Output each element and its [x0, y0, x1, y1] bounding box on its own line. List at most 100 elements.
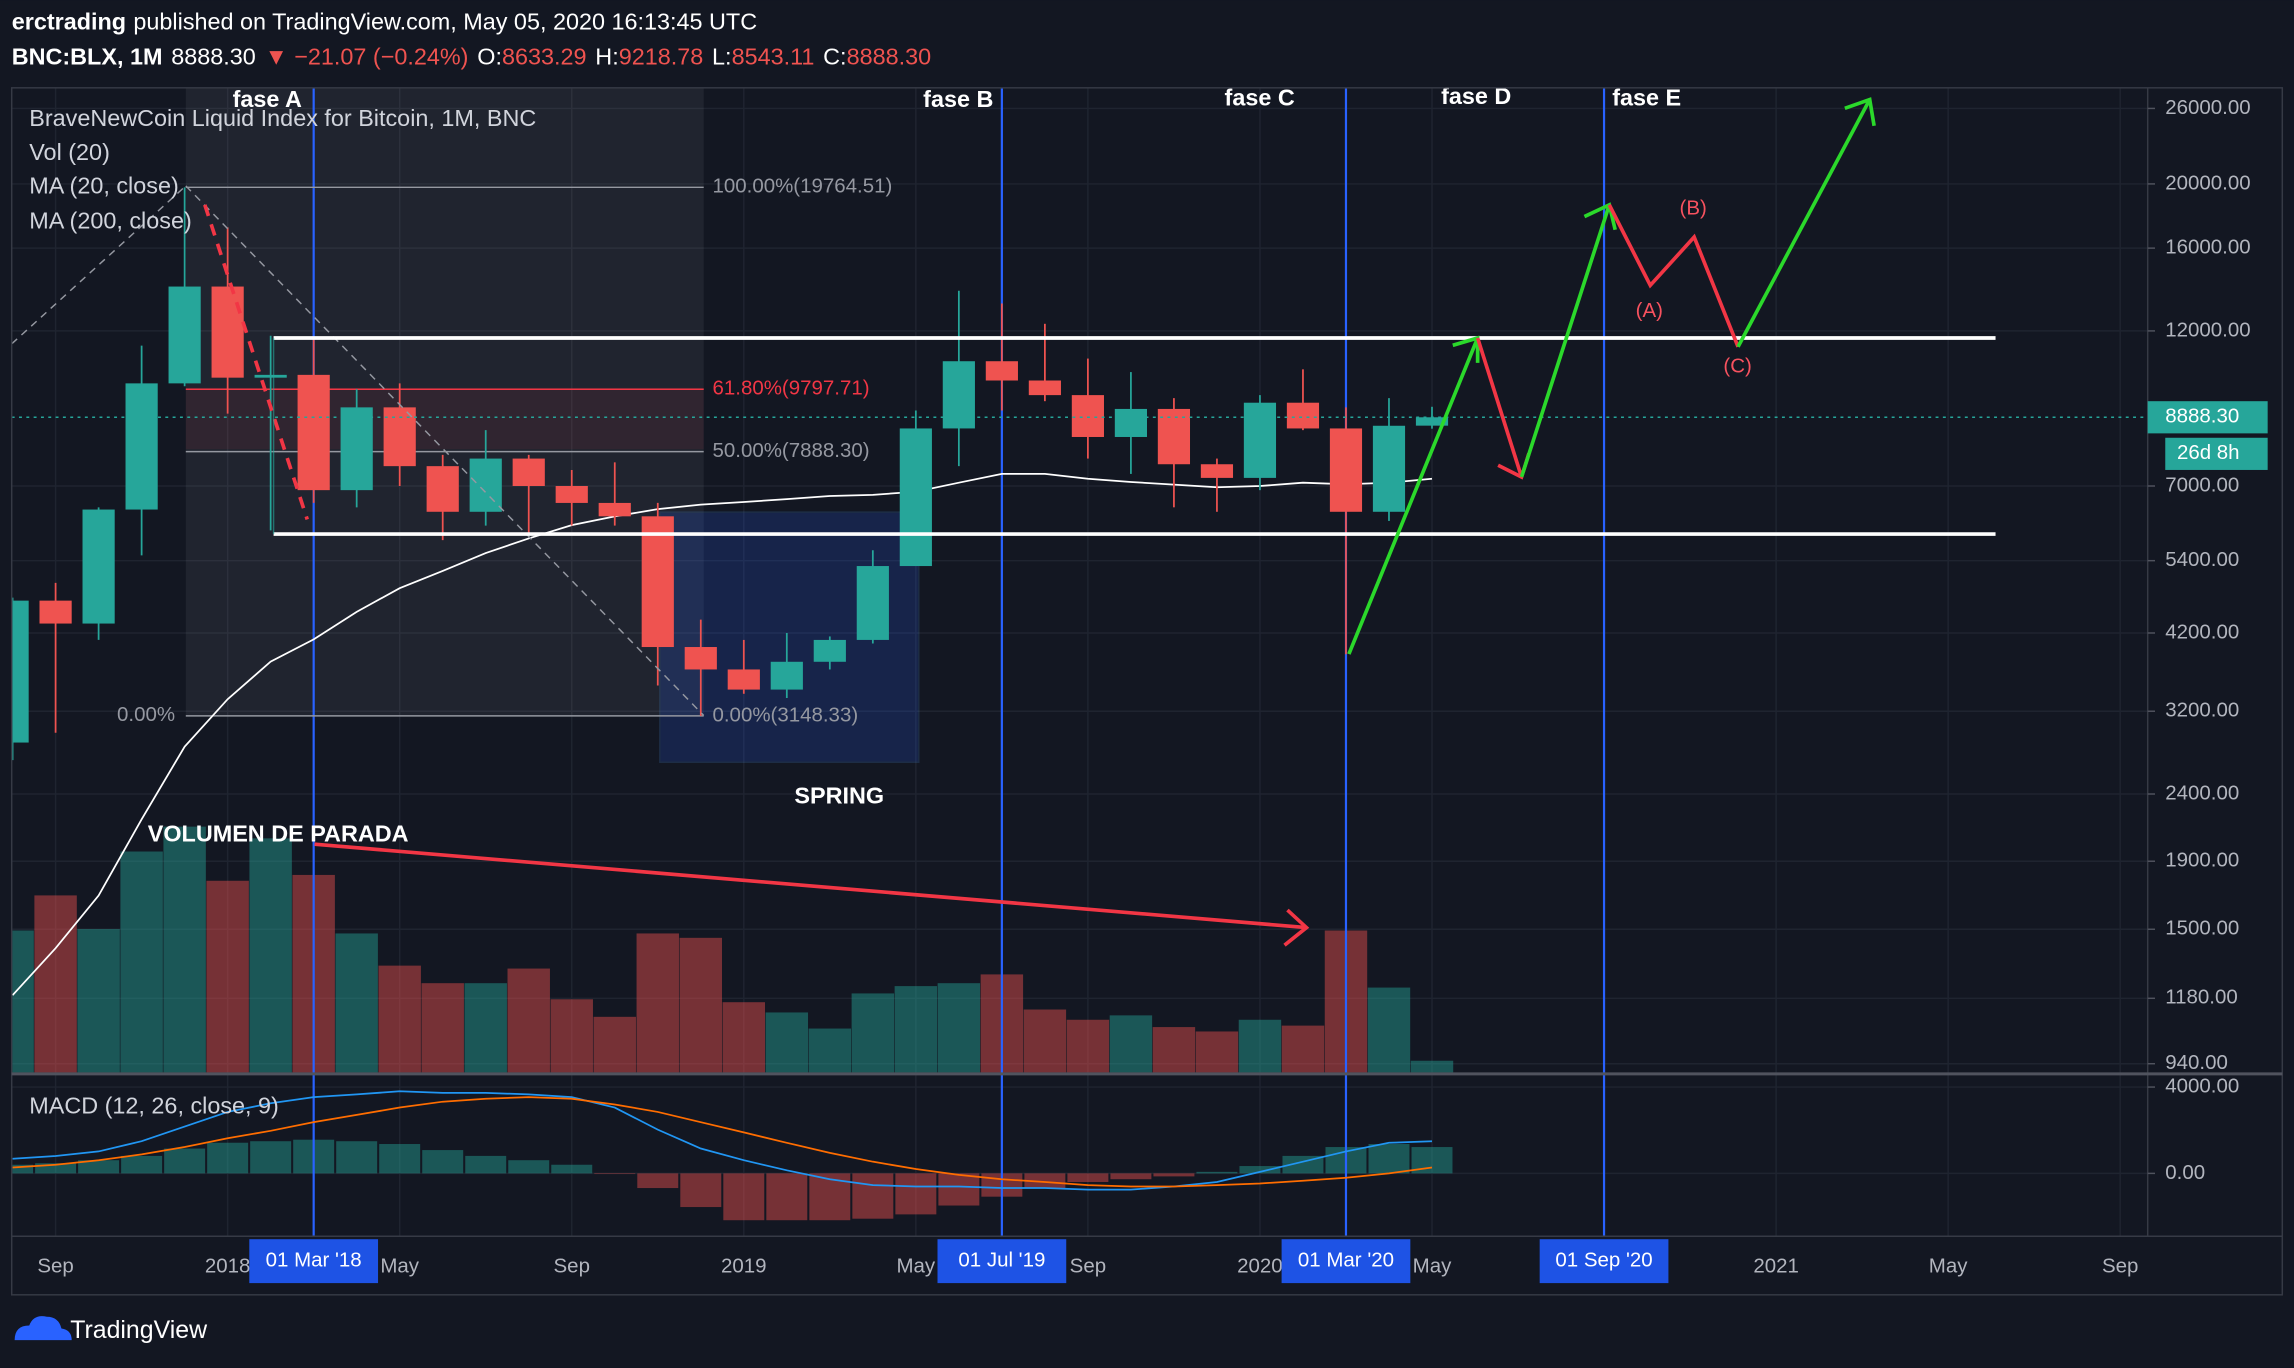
time-highlight: [1539, 1239, 1669, 1284]
x-tick-label: May: [1929, 1254, 1968, 1277]
macd-histogram-bar: [723, 1173, 765, 1221]
macd-histogram-bar: [1282, 1155, 1324, 1174]
volume-bar: [550, 999, 593, 1073]
arrow: [1347, 337, 1480, 655]
candle-body: [1071, 395, 1104, 437]
y-tick-label: 5400.00: [2165, 548, 2239, 571]
candle-body: [39, 600, 72, 624]
candle-body: [899, 428, 932, 567]
macd-histogram-bar: [35, 1163, 77, 1174]
fib-label: 50.00%(7888.30): [712, 439, 869, 462]
volume-bar: [1281, 1025, 1325, 1073]
phase-label: fase C: [1225, 85, 1295, 111]
macd-histogram-bar: [852, 1173, 894, 1219]
arrow-head: [1452, 335, 1480, 363]
y-tick-label: 1180.00: [2165, 986, 2237, 1009]
brand: TradingView: [70, 1316, 208, 1344]
macd-histogram-bar: [1239, 1166, 1281, 1174]
drawings-back: [185, 87, 920, 764]
volume-bar: [11, 930, 34, 1073]
candle-body: [211, 286, 244, 378]
y-tick-label: 12000.00: [2165, 318, 2250, 341]
fib-label: 0.00%(3148.33): [712, 703, 858, 726]
volume-bar: [679, 937, 722, 1073]
phase-label: fase E: [1612, 85, 1681, 111]
indicator-label: MA (20, close): [29, 172, 178, 198]
volume-bar: [335, 933, 378, 1073]
volume-bar: [34, 895, 77, 1073]
y-tick-label: 2400.00: [2165, 781, 2239, 804]
fib-label: 0.00%: [117, 703, 175, 726]
volume-bar: [206, 880, 249, 1073]
volume-bar: [937, 983, 981, 1073]
candle-body: [856, 566, 889, 640]
candle-body: [512, 458, 545, 487]
candle-body: [985, 361, 1018, 381]
last-price-box: [2147, 401, 2268, 434]
x-tick-label: 2019: [721, 1254, 767, 1277]
macd-histogram-bar: [1110, 1173, 1152, 1180]
macd-histogram-bar: [1196, 1171, 1238, 1174]
volume-bar: [464, 983, 507, 1073]
y-tick-label: 940.00: [2165, 1051, 2228, 1074]
frame-border: [10, 87, 2284, 1296]
symbol-line: BNC:BLX, 1M 8888.30 ▼ −21.07 (−0.24%) O:863…: [12, 44, 931, 70]
drawings: 100.00%(19764.51) 61.80%(9797.71) 50.00%(7…: [11, 97, 1996, 947]
arrow: [1519, 204, 1612, 478]
trend-dashed-red: [203, 204, 309, 520]
symbol: BNC:BLX, 1M: [12, 44, 163, 70]
y-tick-label: 3200.00: [2165, 699, 2239, 722]
volume-bar: [765, 1012, 809, 1073]
macd-histogram-bar: [250, 1141, 292, 1174]
candle-body: [254, 374, 287, 378]
macd-histogram-bar: [1153, 1173, 1195, 1177]
x-tick-label: May: [380, 1254, 419, 1277]
macd-histogram-bar: [637, 1173, 679, 1189]
volume-bar: [249, 838, 292, 1073]
candle-body: [684, 647, 717, 670]
wave-label: (A): [1636, 299, 1663, 322]
arrow-head: [1283, 908, 1310, 947]
axes: 26000.00 20000.00 16000.00 12000.00 7000.00 5…: [37, 96, 2268, 1284]
fib-zone: [185, 87, 704, 716]
phase-label: fase B: [923, 86, 993, 112]
trend-dashed: [185, 185, 705, 716]
arrow: [1475, 337, 1524, 478]
volume-bar: [1410, 1060, 1454, 1073]
y-tick-label: 1500.00: [2165, 917, 2239, 940]
candle-body: [555, 486, 588, 503]
macd-histogram-bar: [594, 1173, 636, 1175]
y-tick-label: 1900.00: [2165, 849, 2239, 872]
candle-body: [1157, 408, 1191, 465]
y-tick-label: 4200.00: [2165, 620, 2239, 643]
volume-bar: [77, 929, 120, 1073]
candle-body: [469, 458, 502, 512]
x-tick-label: 01 Mar '20: [1298, 1249, 1394, 1272]
last-price-label: 8888.30: [2165, 405, 2239, 428]
volume-bar: [1109, 1015, 1153, 1073]
macd-line: [12, 1090, 1433, 1191]
x-tick-label: Sep: [2102, 1254, 2138, 1277]
wave-label: (B): [1680, 197, 1707, 220]
volume-bar: [378, 965, 421, 1073]
candle-body: [340, 407, 373, 491]
macd-histogram-bar: [680, 1173, 722, 1208]
macd-histogram-bar: [78, 1160, 120, 1174]
ohlc-label: C:: [823, 44, 846, 70]
macd-histogram-bar: [207, 1142, 249, 1174]
wave-label: (C): [1723, 355, 1751, 378]
fib-label: 100.00%(19764.51): [712, 175, 892, 198]
volume-bar: [593, 1016, 636, 1073]
macd-histogram-bar: [938, 1173, 980, 1206]
change: ▼ −21.07 (−0.24%): [265, 44, 469, 70]
volume-bar: [507, 968, 550, 1073]
x-tick-label: Sep: [554, 1254, 590, 1277]
arrow: [1736, 98, 1872, 348]
candle-body: [1415, 417, 1449, 426]
macd-histogram-bar: [379, 1144, 421, 1174]
candle-body: [770, 661, 803, 690]
candle-body: [1028, 380, 1061, 396]
